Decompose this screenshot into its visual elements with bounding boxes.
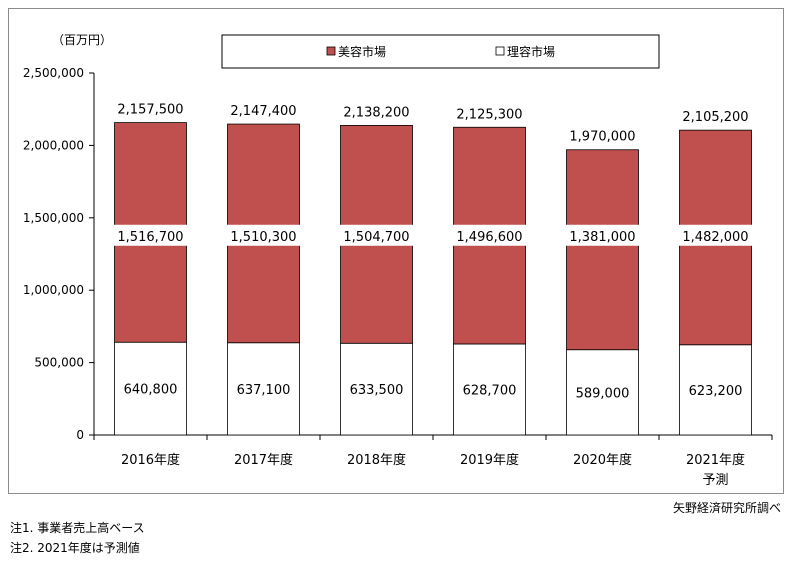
data-label-bg	[449, 224, 530, 246]
note-2: 注2. 2021年度は予測値	[10, 541, 140, 555]
bar-segment-riyou	[566, 349, 639, 436]
x-category-label: 2020年度	[573, 452, 632, 468]
data-label-biyou: 1,504,700	[343, 230, 409, 245]
legend-label: 理容市場	[507, 44, 555, 59]
legend-swatch	[326, 46, 336, 56]
data-label-bg	[110, 224, 191, 246]
legend-box	[221, 34, 660, 69]
x-category-label: 2016年度	[121, 452, 180, 468]
x-category-label: 2019年度	[460, 452, 519, 468]
x-category-label: 2017年度	[234, 452, 293, 468]
data-label-bg	[223, 224, 304, 246]
legend-label: 美容市場	[338, 44, 386, 59]
data-label-riyou: 637,100	[237, 383, 291, 398]
y-tick-label: 1,000,000	[23, 283, 84, 297]
bar-segment-biyou	[566, 149, 639, 351]
data-label-total: 2,125,300	[456, 107, 522, 122]
data-label-bg	[675, 224, 756, 246]
x-category-label: 予測	[702, 473, 728, 488]
x-category-label: 2018年度	[347, 452, 406, 468]
data-label-biyou: 1,496,600	[456, 230, 522, 245]
source-note: 矢野経済研究所調べ	[672, 501, 781, 515]
y-tick-label: 1,500,000	[23, 211, 84, 225]
data-label-total: 2,105,200	[682, 110, 748, 125]
y-axis-unit-label: （百万円）	[52, 33, 112, 47]
bar-segment-riyou	[679, 344, 752, 436]
data-label-bg	[336, 224, 417, 246]
data-label-biyou: 1,516,700	[117, 230, 183, 245]
legend-swatch	[495, 46, 505, 56]
chart-frame	[8, 8, 784, 494]
data-label-riyou: 628,700	[463, 383, 517, 398]
y-tick-label: 2,500,000	[23, 66, 84, 80]
data-label-total: 2,157,500	[117, 103, 183, 118]
data-label-bg	[562, 224, 643, 246]
data-label-riyou: 633,500	[350, 383, 404, 398]
y-tick-label: 2,000,000	[23, 138, 84, 152]
data-label-total: 1,970,000	[569, 130, 635, 145]
note-1: 注1. 事業者売上高ベース	[10, 521, 145, 535]
bar-chart: （百万円） 0 500,000 1,000,000 1,500,000 2,000,000…	[23, 33, 773, 488]
data-label-riyou: 589,000	[576, 386, 630, 401]
data-label-riyou: 623,200	[689, 384, 743, 399]
bar-segment-riyou	[340, 342, 413, 436]
data-label-total: 2,147,400	[230, 104, 296, 119]
data-label-biyou: 1,510,300	[230, 230, 296, 245]
y-tick-label: 0	[76, 428, 84, 442]
y-tick-label: 500,000	[34, 356, 84, 370]
data-label-biyou: 1,482,000	[682, 230, 748, 245]
bar-segment-riyou	[453, 343, 526, 436]
data-label-total: 2,138,200	[343, 105, 409, 120]
data-label-riyou: 640,800	[124, 383, 178, 398]
data-label-biyou: 1,381,000	[569, 230, 635, 245]
bar-segment-riyou	[114, 341, 187, 436]
x-category-label: 2021年度	[686, 452, 745, 468]
